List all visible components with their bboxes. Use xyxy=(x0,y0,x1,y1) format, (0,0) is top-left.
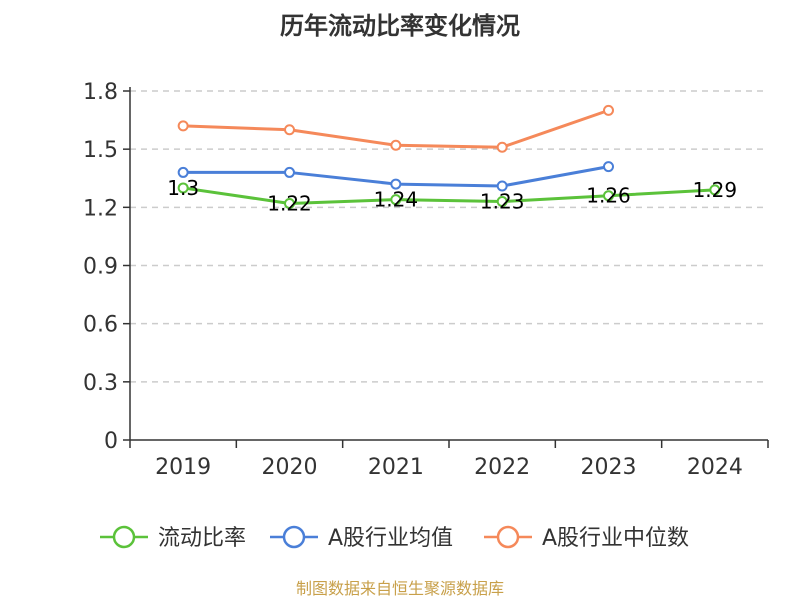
x-tick-label: 2019 xyxy=(155,455,211,480)
data-point xyxy=(390,178,402,190)
data-point xyxy=(284,124,295,136)
data-point xyxy=(496,196,508,208)
data-point xyxy=(284,166,295,178)
x-tick-label: 2020 xyxy=(262,455,318,480)
x-tick-label: 2024 xyxy=(687,455,743,480)
series-line xyxy=(182,186,715,205)
data-point xyxy=(177,120,189,132)
x-tick-label: 2021 xyxy=(368,455,424,480)
y-tick-label: 0.6 xyxy=(83,313,118,338)
data-point xyxy=(496,141,508,153)
data-label: 1.24 xyxy=(374,188,419,212)
chart-title: 历年流动比率变化情况 xyxy=(280,12,520,40)
legend-marker xyxy=(496,525,520,549)
x-tick-label: 2023 xyxy=(581,455,637,480)
data-point xyxy=(177,166,189,178)
source-note: 制图数据来自恒生聚源数据库 xyxy=(296,579,504,598)
legend: 流动比率 A股行业均值 A股行业中位数 xyxy=(100,525,689,551)
legend-marker xyxy=(282,525,306,549)
legend-label: 流动比率 xyxy=(158,526,246,551)
y-tick-label: 0.3 xyxy=(83,371,118,396)
data-point xyxy=(390,139,402,151)
legend-item[interactable]: 流动比率 xyxy=(100,525,246,551)
data-point xyxy=(390,194,402,206)
x-tick-label: 2022 xyxy=(474,455,530,480)
y-tick-label: 0 xyxy=(104,429,118,454)
series-layer xyxy=(177,104,721,209)
legend-marker xyxy=(112,525,136,549)
data-point xyxy=(603,161,614,173)
data-point xyxy=(603,190,614,202)
y-tick-label: 1.2 xyxy=(83,196,118,221)
legend-item[interactable]: A股行业均值 xyxy=(270,525,453,551)
data-point xyxy=(177,182,189,194)
y-tick-label: 0.9 xyxy=(83,255,118,280)
data-label: 1.26 xyxy=(586,184,631,208)
legend-item[interactable]: A股行业中位数 xyxy=(484,525,689,551)
data-point xyxy=(284,197,295,209)
y-tick-label: 1.5 xyxy=(83,138,118,163)
legend-label: A股行业中位数 xyxy=(542,526,689,551)
y-tick-label: 1.8 xyxy=(83,80,118,105)
legend-label: A股行业均值 xyxy=(328,526,453,551)
data-point xyxy=(496,180,508,192)
data-label: 1.29 xyxy=(693,178,738,202)
data-label: 1.23 xyxy=(480,190,525,214)
axes: 0 0.3 0.6 0.9 1.2 1.5 1.8 2019 2020 2021 2022 2023 2… xyxy=(83,80,769,480)
data-point xyxy=(709,184,721,196)
data-label: 1.3 xyxy=(167,176,199,200)
data-label: 1.22 xyxy=(267,191,312,215)
grid-lines xyxy=(130,90,768,383)
data-point xyxy=(603,104,614,116)
data-labels: 1.3 1.22 1.24 1.23 1.26 1.29 xyxy=(167,176,737,216)
